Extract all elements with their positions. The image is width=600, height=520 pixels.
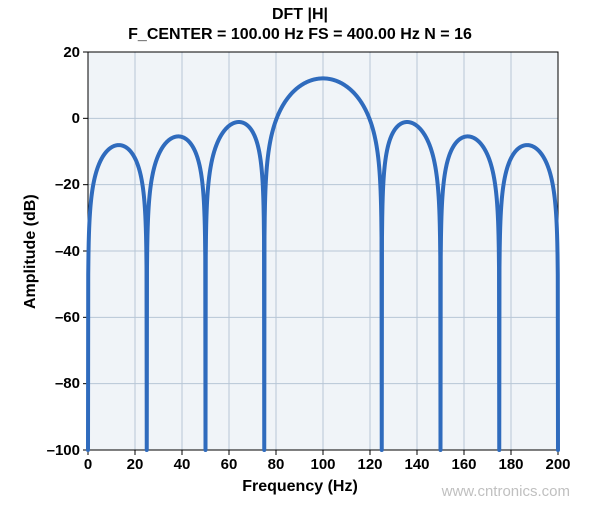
chart-title-line2: F_CENTER = 100.00 Hz FS = 400.00 Hz N = … <box>0 26 600 44</box>
y-tick-label: –80 <box>55 375 80 392</box>
y-tick-label: –100 <box>47 442 80 459</box>
x-tick-label: 20 <box>120 456 150 473</box>
x-tick-label: 180 <box>496 456 526 473</box>
y-axis-label: Amplitude (dB) <box>22 194 40 309</box>
screenshot-root: DFT |H| F_CENTER = 100.00 Hz FS = 400.00… <box>0 0 600 520</box>
x-tick-label: 120 <box>355 456 385 473</box>
y-tick-label: 0 <box>72 110 80 127</box>
x-tick-label: 100 <box>308 456 338 473</box>
chart-title-line1: DFT |H| <box>0 6 600 24</box>
x-tick-label: 0 <box>73 456 103 473</box>
watermark-text: www.cntronics.com <box>442 483 570 500</box>
y-tick-label: 20 <box>63 44 80 61</box>
x-tick-label: 140 <box>402 456 432 473</box>
plot-svg <box>0 0 600 520</box>
y-tick-label: –60 <box>55 309 80 326</box>
y-tick-label: –40 <box>55 243 80 260</box>
x-tick-label: 60 <box>214 456 244 473</box>
x-tick-label: 40 <box>167 456 197 473</box>
x-tick-label: 200 <box>543 456 573 473</box>
chart-container: DFT |H| F_CENTER = 100.00 Hz FS = 400.00… <box>0 0 600 520</box>
x-tick-label: 160 <box>449 456 479 473</box>
x-tick-label: 80 <box>261 456 291 473</box>
y-tick-label: –20 <box>55 176 80 193</box>
